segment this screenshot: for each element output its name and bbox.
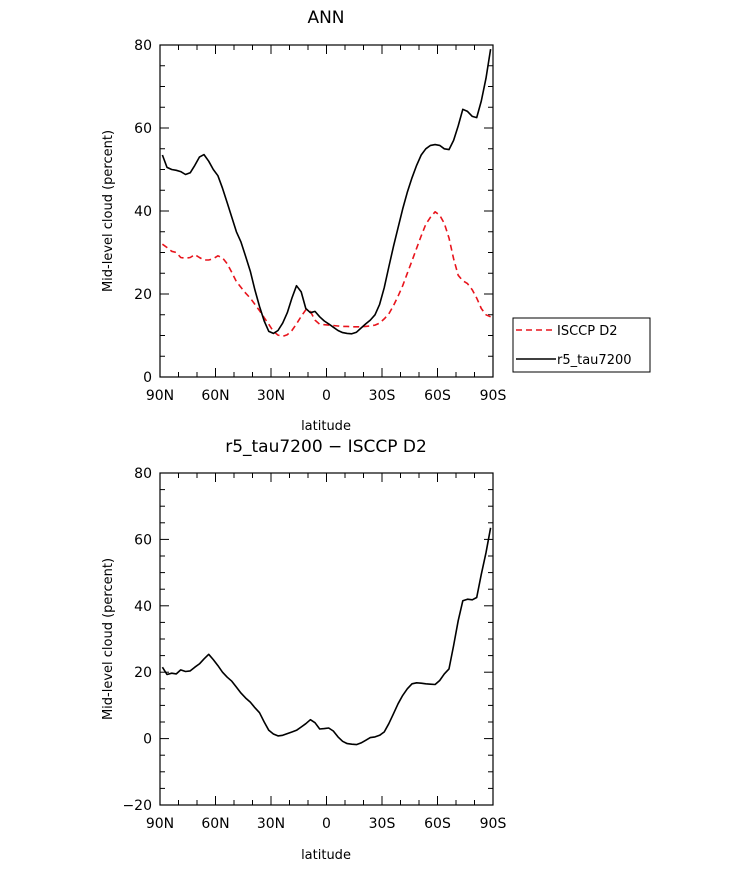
y-tick-label: 40: [134, 204, 152, 220]
bottom-panel: r5_tau7200 − ISCCP D2 90N 60N 30N 0 30S 60S 90…: [101, 437, 506, 863]
legend: ISCCP D2 r5_tau7200: [512, 317, 651, 373]
y-tick-label: 40: [134, 599, 152, 615]
x-tick-label: 90N: [146, 388, 174, 404]
bottom-plot-frame: [159, 472, 494, 806]
x-tick-label: 60S: [424, 816, 451, 832]
bottom-series: [161, 527, 492, 746]
legend-label-isccp: ISCCP D2: [557, 324, 618, 339]
y-tick-label: 0: [143, 370, 152, 386]
x-tick-label: 60N: [201, 816, 229, 832]
top-chart-title: ANN: [307, 8, 344, 28]
top-ticks: [159, 44, 494, 378]
x-tick-label: 0: [322, 388, 331, 404]
bottom-ticks: [159, 472, 494, 806]
top-tick-labels: 90N 60N 30N 0 30S 60S 90S 0 20 40 60 80: [134, 38, 506, 404]
y-tick-label: 20: [134, 665, 152, 681]
bottom-tick-labels: 90N 60N 30N 0 30S 60S 90S −20 0 20 40 60 80: [122, 466, 506, 832]
top-panel: ANN 90N 60N 30N 0 30S 60S 90S 0 20 40 60 80 latitud…: [101, 8, 651, 434]
y-tick-label: −20: [122, 798, 152, 814]
x-tick-label: 30S: [369, 816, 396, 832]
y-tick-label: 20: [134, 287, 152, 303]
series-line-r5-tau7200: [161, 48, 492, 335]
top-series: [161, 48, 492, 338]
series-line-isccp-d2: [161, 211, 491, 338]
bottom-chart-title: r5_tau7200 − ISCCP D2: [225, 437, 427, 457]
x-tick-label: 60S: [424, 388, 451, 404]
legend-box: [512, 317, 651, 373]
x-tick-label: 90S: [480, 388, 507, 404]
x-tick-label: 60N: [201, 388, 229, 404]
x-tick-label: 30S: [369, 388, 396, 404]
bottom-y-axis-label: Mid-level cloud (percent): [101, 558, 116, 720]
top-plot-frame: [159, 44, 494, 378]
x-tick-label: 30N: [257, 816, 285, 832]
bottom-x-axis-label: latitude: [301, 848, 351, 863]
x-tick-label: 90S: [480, 816, 507, 832]
y-tick-label: 80: [134, 38, 152, 54]
y-tick-label: 60: [134, 121, 152, 137]
y-tick-label: 0: [143, 732, 152, 748]
top-x-axis-label: latitude: [301, 419, 351, 434]
top-y-axis-label: Mid-level cloud (percent): [101, 130, 116, 292]
x-tick-label: 90N: [146, 816, 174, 832]
x-tick-label: 0: [322, 816, 331, 832]
y-tick-label: 80: [134, 466, 152, 482]
series-line-difference: [161, 527, 492, 746]
legend-label-model: r5_tau7200: [557, 353, 632, 368]
x-tick-label: 30N: [257, 388, 285, 404]
y-tick-label: 60: [134, 532, 152, 548]
